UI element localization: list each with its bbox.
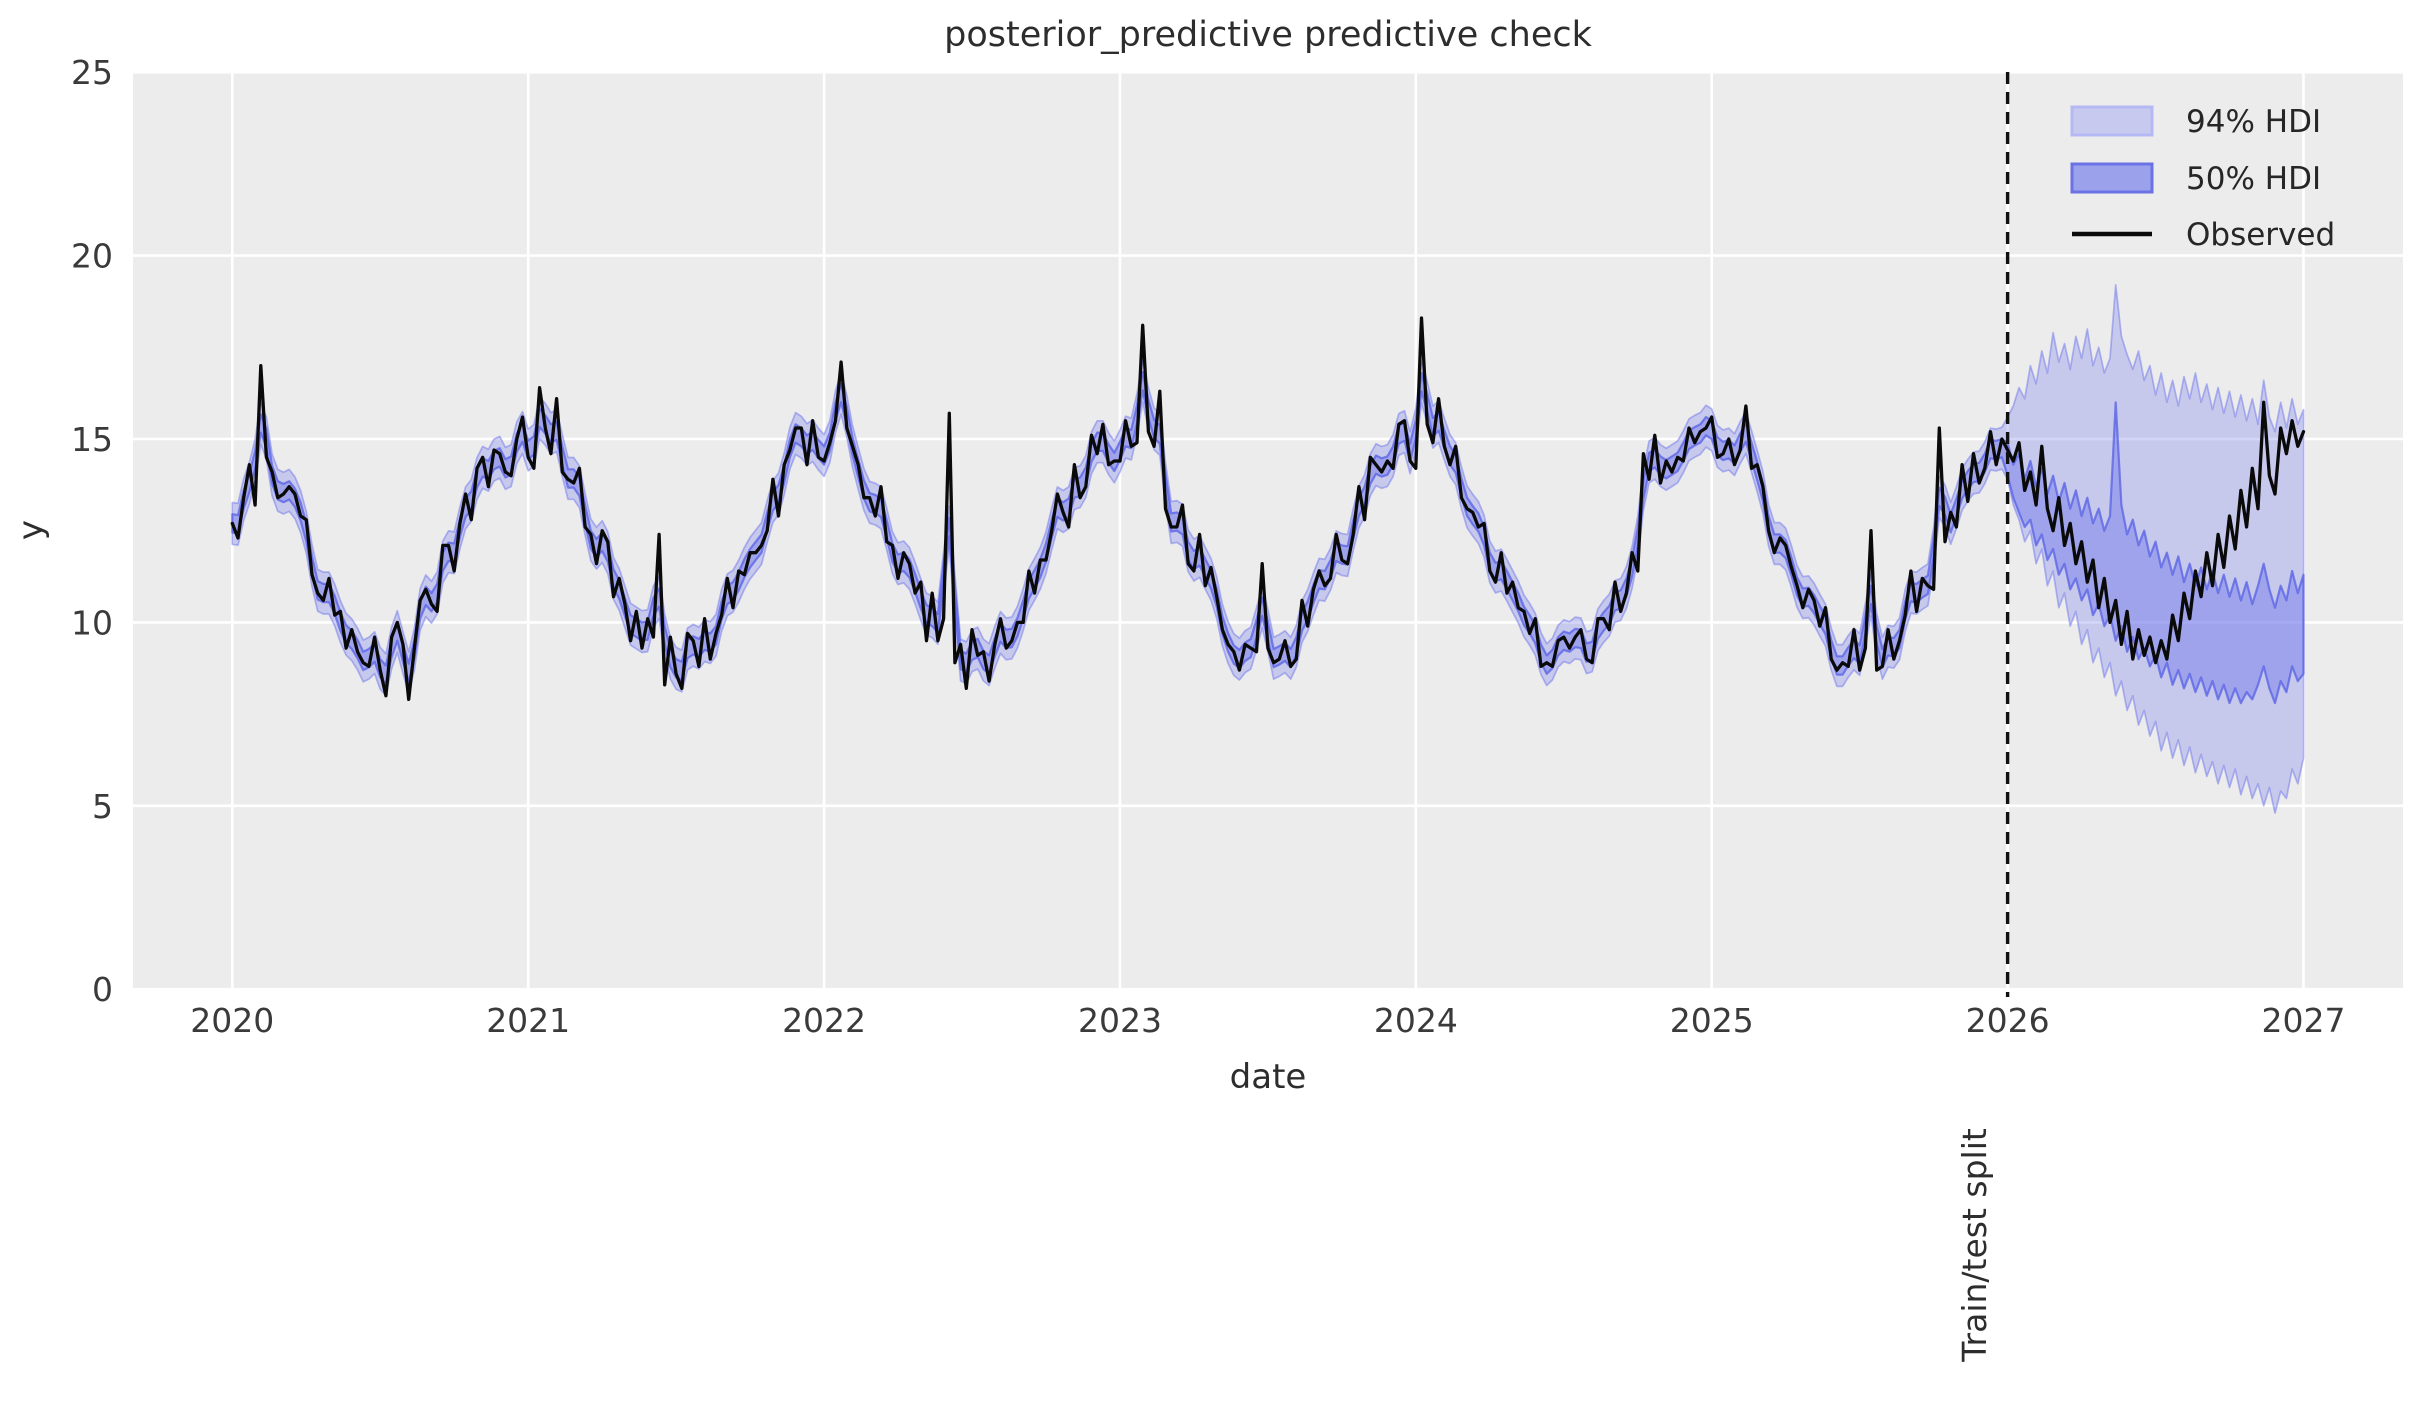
y-tick-label: 20 — [71, 237, 113, 276]
x-tick-label: 2025 — [1670, 1001, 1754, 1040]
tick-label-layer: 2020 2021 2022 2023 2024 2025 2026 202705101520… — [71, 53, 2345, 1040]
y-axis-label: y — [11, 520, 51, 540]
x-tick-label: 2023 — [1078, 1001, 1162, 1040]
y-tick-label: 15 — [71, 420, 113, 459]
y-tick-label: 25 — [71, 53, 113, 92]
y-tick-label: 10 — [71, 603, 113, 642]
x-axis-label: date — [1230, 1057, 1307, 1097]
x-tick-label: 2024 — [1374, 1001, 1458, 1040]
train-test-split-annotation: Train/test split — [1955, 1128, 1994, 1363]
x-tick-label: 2022 — [782, 1001, 866, 1040]
x-tick-label: 2026 — [1966, 1001, 2050, 1040]
plot-area — [133, 72, 2403, 989]
legend-swatch-94-hdi — [2070, 105, 2154, 137]
legend: 94% HDI 50% HDI Observed — [2070, 104, 2335, 253]
observed-line-layer — [230, 316, 2306, 702]
legend-label-observed: Observed — [2186, 217, 2335, 253]
legend-label-50-hdi: 50% HDI — [2186, 161, 2321, 197]
x-tick-label: 2020 — [190, 1001, 274, 1040]
y-tick-label: 0 — [92, 970, 113, 1009]
chart-title: posterior_predictive predictive check — [944, 15, 1592, 55]
plot-background-layer — [133, 72, 2403, 989]
y-tick-label: 5 — [92, 787, 113, 826]
hdi-94-band — [231, 284, 2305, 814]
legend-label-94-hdi: 94% HDI — [2186, 104, 2321, 140]
x-tick-label: 2027 — [2262, 1001, 2346, 1040]
x-tick-label: 2021 — [486, 1001, 570, 1040]
observed-line — [230, 316, 2306, 702]
legend-swatch-50-hdi — [2070, 162, 2154, 194]
